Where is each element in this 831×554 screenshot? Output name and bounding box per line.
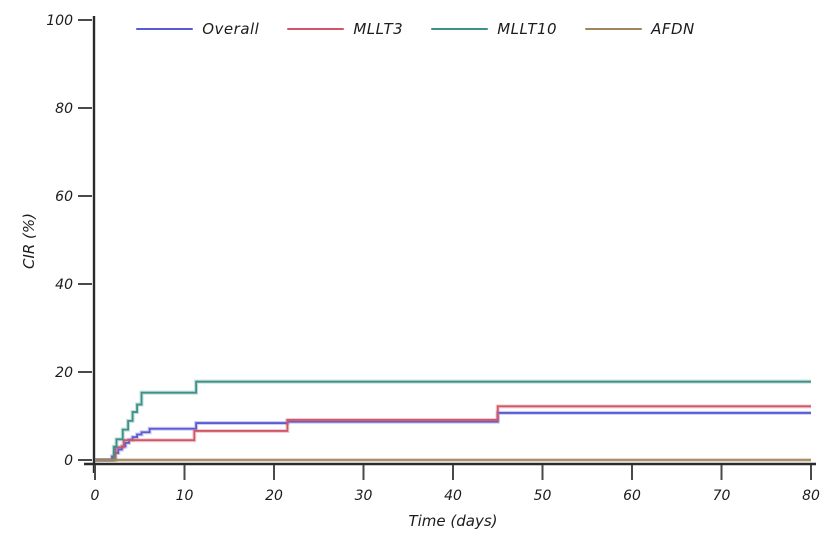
legend-item-mllt3: MLLT3: [287, 20, 403, 38]
legend: Overall MLLT3 MLLT10 AFDN: [0, 20, 831, 38]
y-tick-label: 100: [46, 13, 73, 29]
legend-label-afdn: AFDN: [651, 20, 695, 38]
y-axis-title: CIR (%): [20, 212, 38, 270]
legend-item-overall: Overall: [136, 20, 259, 38]
x-tick-label: 40: [444, 488, 462, 504]
x-tick-label: 80: [802, 488, 820, 504]
y-tick-label: 60: [55, 189, 73, 205]
x-tick-label: 30: [355, 488, 373, 504]
legend-line-swatch-mllt10: [431, 28, 489, 30]
series-line-mllt10: [95, 380, 811, 461]
x-tick-label: 70: [713, 488, 731, 504]
legend-item-mllt10: MLLT10: [431, 20, 557, 38]
y-tick-label: 80: [55, 101, 73, 117]
x-tick-label: 50: [534, 488, 552, 504]
x-tick-label: 0: [91, 488, 100, 504]
legend-label-mllt3: MLLT3: [353, 20, 404, 38]
x-axis-title: Time (days): [408, 512, 498, 530]
legend-item-afdn: AFDN: [585, 20, 695, 38]
legend-label-mllt10: MLLT10: [497, 20, 558, 38]
legend-line-swatch-overall: [136, 28, 194, 30]
y-tick-label: 40: [55, 277, 73, 293]
series-line-mllt3: [95, 405, 811, 461]
x-tick-label: 20: [265, 488, 283, 504]
x-tick-label: 60: [623, 488, 641, 504]
y-tick-label: 20: [55, 365, 73, 381]
legend-line-swatch-mllt3: [287, 28, 345, 30]
legend-line-swatch-afdn: [585, 28, 643, 30]
y-tick-label: 0: [64, 453, 73, 469]
x-tick-label: 10: [176, 488, 194, 504]
legend-label-overall: Overall: [202, 20, 260, 38]
